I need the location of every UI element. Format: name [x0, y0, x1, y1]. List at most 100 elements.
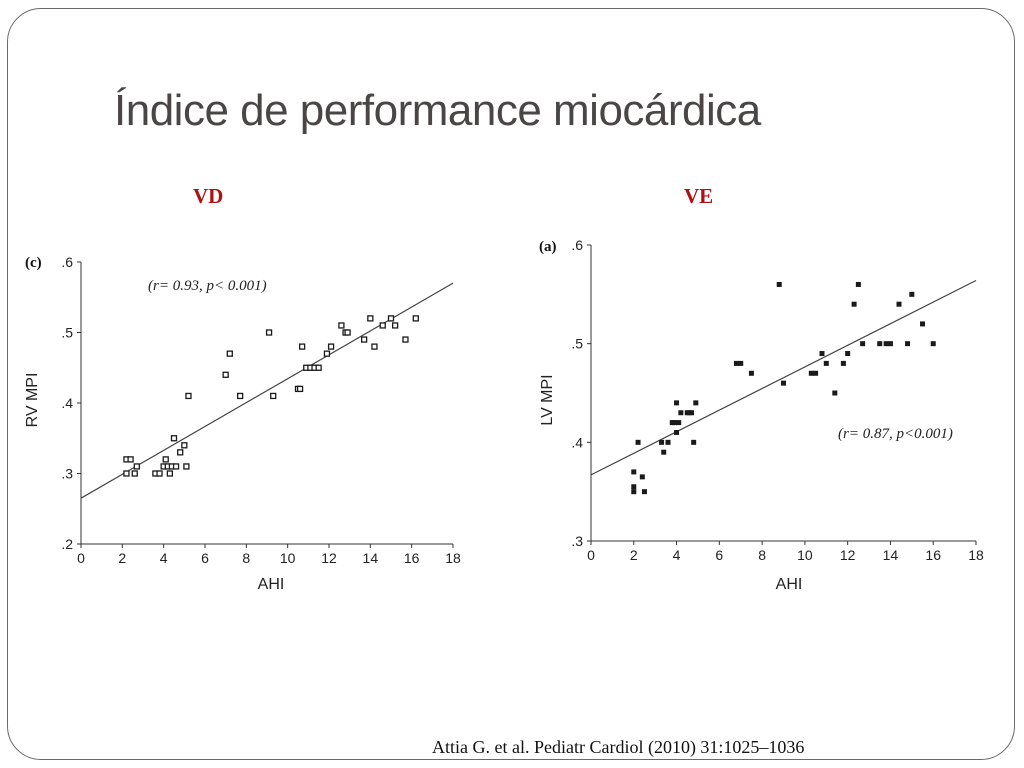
- lv-data-point: [659, 439, 665, 445]
- rv-data-point: [298, 343, 306, 350]
- lv-x-tick-label: 0: [587, 547, 595, 563]
- rv-data-point: [344, 329, 351, 336]
- rv-data-point: [170, 435, 178, 442]
- rv-correlation-annotation: (r= 0.93, p< 0.001): [148, 278, 267, 294]
- lv-data-point: [691, 439, 697, 445]
- rv-data-point: [185, 392, 192, 400]
- rv-data-point: [402, 336, 409, 343]
- rv-data-point: [131, 470, 138, 477]
- lv-data-point: [887, 341, 893, 347]
- lv-data-point: [631, 489, 637, 495]
- lv-x-tick-label: 16: [925, 547, 941, 563]
- heading-ve: VE: [684, 184, 714, 208]
- lv-x-tick-label: 18: [968, 547, 984, 563]
- lv-data-point: [689, 410, 695, 416]
- lv-y-tick-label: .6: [571, 237, 583, 253]
- lv-x-tick-label: 14: [883, 547, 899, 563]
- slide-title: Índice de performance miocárdica: [114, 86, 761, 135]
- rv-data-point: [338, 322, 345, 329]
- lv-data-point: [781, 380, 786, 386]
- rv-y-tick-label: .3: [61, 466, 73, 482]
- rv-data-point: [156, 470, 163, 477]
- rv-data-point: [236, 392, 244, 400]
- lv-data-point: [851, 301, 857, 307]
- lv-data-point: [639, 474, 645, 480]
- lv-x-axis-title: AHI: [776, 576, 803, 593]
- rv-y-tick-label: .5: [61, 325, 73, 341]
- lv-correlation-annotation: (r= 0.87, p<0.001): [838, 426, 953, 442]
- lv-data-point: [920, 321, 926, 327]
- lv-data-point: [693, 400, 699, 406]
- rv-data-point: [183, 463, 190, 470]
- lv-data-point: [808, 370, 814, 376]
- lv-data-point: [674, 400, 680, 406]
- rv-data-point: [315, 364, 322, 371]
- lv-data-point: [674, 429, 680, 435]
- citation: Attia G. et al. Pediatr Cardiol (2010) 3…: [432, 737, 805, 757]
- rv-data-point: [265, 329, 273, 336]
- rv-data-point: [166, 470, 174, 477]
- lv-regression-line: [590, 279, 977, 476]
- rv-y-axis-title: RV MPI: [24, 373, 41, 428]
- lv-y-tick-label: .5: [571, 336, 583, 352]
- lv-x-tick-label: 4: [673, 547, 681, 563]
- lv-data-point: [641, 489, 647, 495]
- rv-y-tick-label: .4: [61, 395, 73, 411]
- rv-data-point: [222, 371, 229, 378]
- rv-x-tick-label: 18: [445, 550, 461, 566]
- lv-data-point: [905, 341, 911, 347]
- lv-x-tick-label: 6: [715, 547, 723, 563]
- lv-data-point: [738, 360, 744, 366]
- rv-data-point: [226, 350, 233, 357]
- lv-data-point: [631, 484, 637, 490]
- rv-data-point: [391, 322, 399, 329]
- lv-data-point: [819, 351, 825, 357]
- lv-y-tick-label: .4: [571, 434, 583, 450]
- rv-y-tick-label: .6: [61, 254, 73, 270]
- lv-data-point: [845, 351, 851, 357]
- rv-data-point: [127, 456, 134, 463]
- lv-data-point: [748, 370, 754, 376]
- rv-data-point: [133, 463, 140, 470]
- rv-data-point: [367, 315, 374, 322]
- rv-data-point: [412, 315, 419, 322]
- rv-x-tick-label: 4: [160, 550, 168, 566]
- rv-x-axis-title: AHI: [258, 576, 285, 593]
- lv-data-point: [776, 281, 782, 287]
- lv-panel-label: (a): [539, 239, 557, 255]
- rv-data-point: [123, 470, 130, 477]
- rv-x-tick-label: 2: [118, 550, 126, 566]
- heading-vd: VD: [193, 184, 224, 208]
- slide-frame: [7, 8, 1015, 760]
- rv-data-point: [371, 343, 378, 350]
- lv-data-point: [840, 360, 846, 366]
- lv-data-point: [909, 291, 915, 297]
- rv-data-point: [360, 336, 368, 343]
- lv-data-point: [877, 341, 883, 347]
- lv-data-point: [635, 439, 641, 445]
- rv-x-tick-label: 16: [404, 550, 420, 566]
- rv-data-point: [296, 385, 304, 393]
- rv-data-point: [379, 322, 386, 329]
- rv-panel-label: (c): [25, 255, 42, 271]
- lv-data-point: [733, 360, 739, 366]
- lv-data-point: [860, 341, 866, 347]
- lv-y-tick-label: .3: [571, 533, 583, 549]
- lv-data-point: [631, 469, 637, 475]
- rv-data-point: [181, 442, 188, 449]
- lv-x-tick-label: 8: [758, 547, 766, 563]
- lv-data-point: [855, 281, 861, 287]
- rv-data-point: [172, 463, 180, 470]
- lv-data-point: [813, 370, 819, 376]
- lv-x-tick-label: 12: [840, 547, 856, 563]
- lv-data-point: [671, 420, 677, 426]
- lv-data-point: [678, 410, 684, 416]
- rv-data-point: [323, 350, 331, 357]
- lv-data-point: [832, 390, 838, 396]
- rv-x-tick-label: 10: [280, 550, 296, 566]
- lv-x-tick-label: 2: [630, 547, 638, 563]
- lv-data-point: [661, 449, 667, 455]
- rv-data-point: [387, 315, 395, 322]
- rv-x-tick-label: 0: [77, 550, 85, 566]
